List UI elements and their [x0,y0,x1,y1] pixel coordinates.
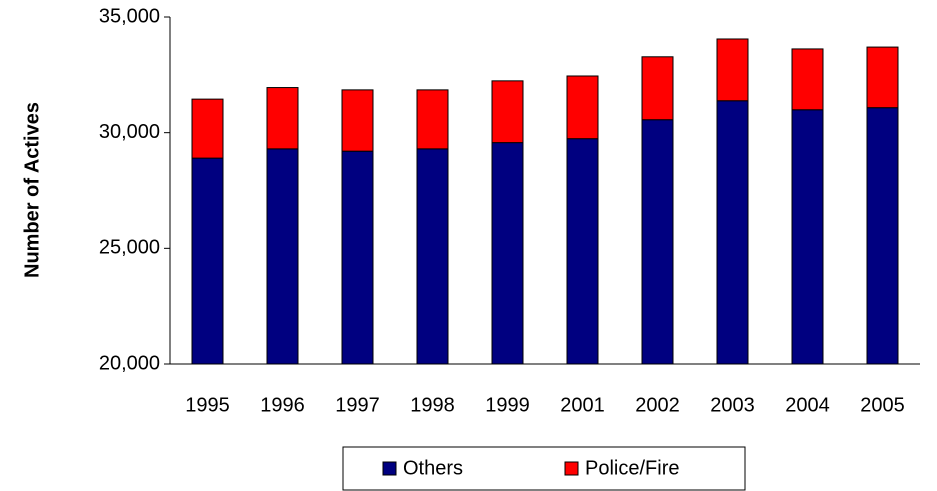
bar-segment [566,75,599,140]
bar-segment [866,46,899,109]
x-tick-label: 2001 [560,394,605,416]
x-tick-label: 2004 [785,394,830,416]
bar-segment [491,142,524,365]
bar-segment [191,157,224,365]
bar-segment [341,150,374,365]
bar-segment [191,98,224,159]
bar-segment [416,148,449,365]
bar-segment [566,138,599,365]
legend-label: Police/Fire [585,457,679,479]
x-tick-label: 2002 [635,394,680,416]
bar-segment [266,87,299,150]
legend-swatch [382,461,397,476]
x-tick-label: 2005 [860,394,905,416]
y-tick-label: 30,000 [99,121,160,143]
bar-segment [716,100,749,365]
x-tick-label: 1999 [485,394,530,416]
y-axis-title: Number of Actives [21,102,43,278]
x-tick-label: 1997 [335,394,380,416]
bar-segment [791,109,824,365]
bar-segment [641,56,674,121]
x-tick-label: 1995 [185,394,230,416]
y-tick-label: 35,000 [99,5,160,27]
bar-segment [866,107,899,365]
legend-box [342,446,746,491]
y-tick-label: 20,000 [99,352,160,374]
bar-segment [341,89,374,152]
x-tick-label: 1998 [410,394,455,416]
bar-segment [791,48,824,111]
y-tick-label: 25,000 [99,237,160,259]
bar-segment [416,89,449,150]
bar-segment [716,38,749,102]
bar-segment [266,148,299,365]
legend-label: Others [403,457,463,479]
legend-swatch [564,461,579,476]
bar-segment [641,119,674,365]
x-tick-label: 2003 [710,394,755,416]
bar-segment [491,80,524,144]
x-tick-label: 1996 [260,394,305,416]
